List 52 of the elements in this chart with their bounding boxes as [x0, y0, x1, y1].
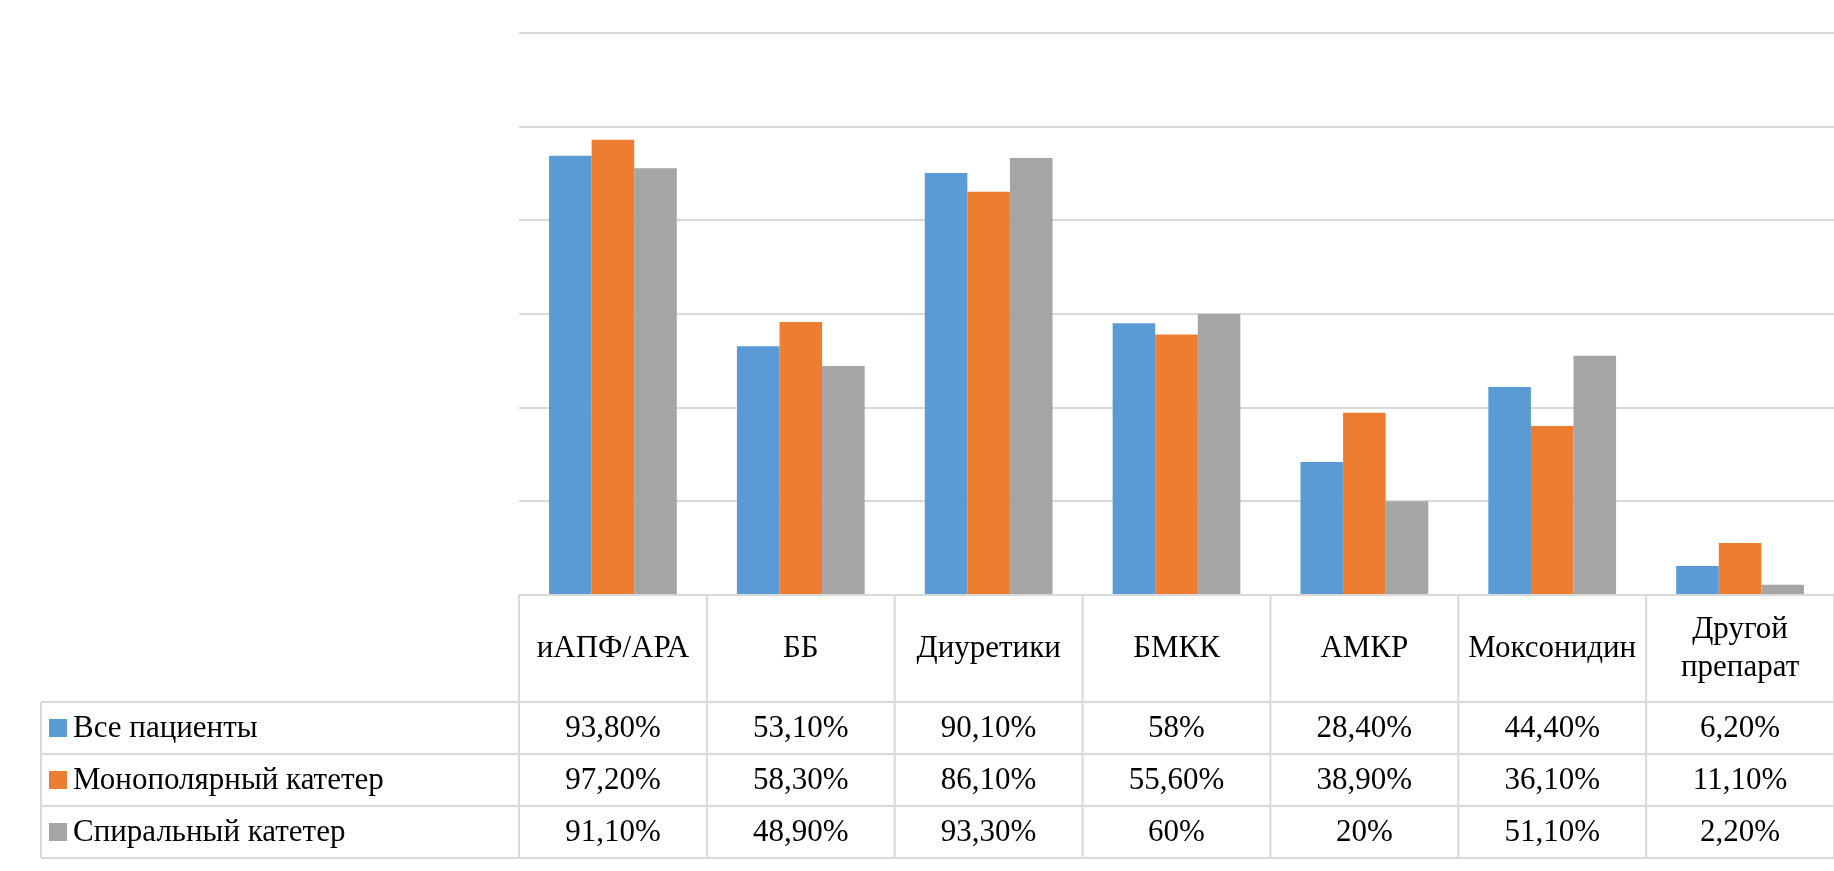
data-label: 90,10%: [940, 709, 1037, 745]
x-tick-label: Диуретики: [916, 628, 1061, 664]
x-tick-label: ББ: [782, 628, 819, 664]
data-label: 38,90%: [1316, 761, 1413, 797]
data-label: 36,10%: [1504, 761, 1600, 797]
data-label: 51,10%: [1504, 813, 1600, 849]
bar: [1155, 334, 1198, 594]
bar: [1573, 355, 1617, 594]
x-tick-label: иАПФ/АРА: [536, 628, 690, 664]
x-tick-label: Другой препарат: [1680, 609, 1800, 683]
data-label: 91,10%: [565, 813, 661, 849]
bar: [924, 173, 968, 594]
bar: [1300, 461, 1344, 594]
data-label: 28,40%: [1316, 709, 1413, 745]
data-label: 6,20%: [1700, 709, 1781, 745]
bar: [1197, 314, 1241, 594]
legend-label: Спиральный катетер: [73, 813, 346, 849]
data-label: 44,40%: [1504, 709, 1600, 745]
data-label: 20%: [1335, 813, 1393, 849]
bar: [1676, 565, 1719, 594]
data-label: 86,10%: [940, 761, 1037, 797]
bar: [822, 365, 865, 594]
bar: [967, 191, 1010, 594]
data-label: 48,90%: [753, 813, 849, 849]
data-label: 11,10%: [1692, 761, 1788, 797]
x-tick-label: БМКК: [1133, 628, 1221, 664]
bar: [1530, 425, 1574, 594]
data-label: 2,20%: [1700, 813, 1781, 849]
bar: [1112, 323, 1156, 594]
data-label: 55,60%: [1128, 761, 1225, 797]
bar: [779, 321, 823, 594]
legend-label: Монополярный катетер: [73, 761, 384, 797]
data-label: 60%: [1148, 813, 1205, 849]
data-label: 58,30%: [753, 761, 849, 797]
bar: [549, 155, 592, 594]
data-label: 58%: [1148, 709, 1205, 745]
legend-label: Все пациенты: [73, 709, 258, 745]
bar: [1343, 412, 1386, 594]
bar: [1718, 543, 1762, 594]
x-tick-label: Моксонидин: [1468, 628, 1637, 664]
x-tick-label: АМКР: [1320, 628, 1409, 664]
bar: [591, 139, 635, 594]
data-label: 93,30%: [940, 813, 1037, 849]
data-label: 97,20%: [565, 761, 661, 797]
data-label: 53,10%: [753, 709, 849, 745]
bar: [1488, 387, 1531, 594]
bar: [1009, 158, 1053, 594]
bar: [736, 346, 780, 594]
bar: [1385, 501, 1429, 594]
data-label: 93,80%: [565, 709, 661, 745]
bar: [1761, 584, 1804, 594]
bar: [634, 168, 677, 594]
